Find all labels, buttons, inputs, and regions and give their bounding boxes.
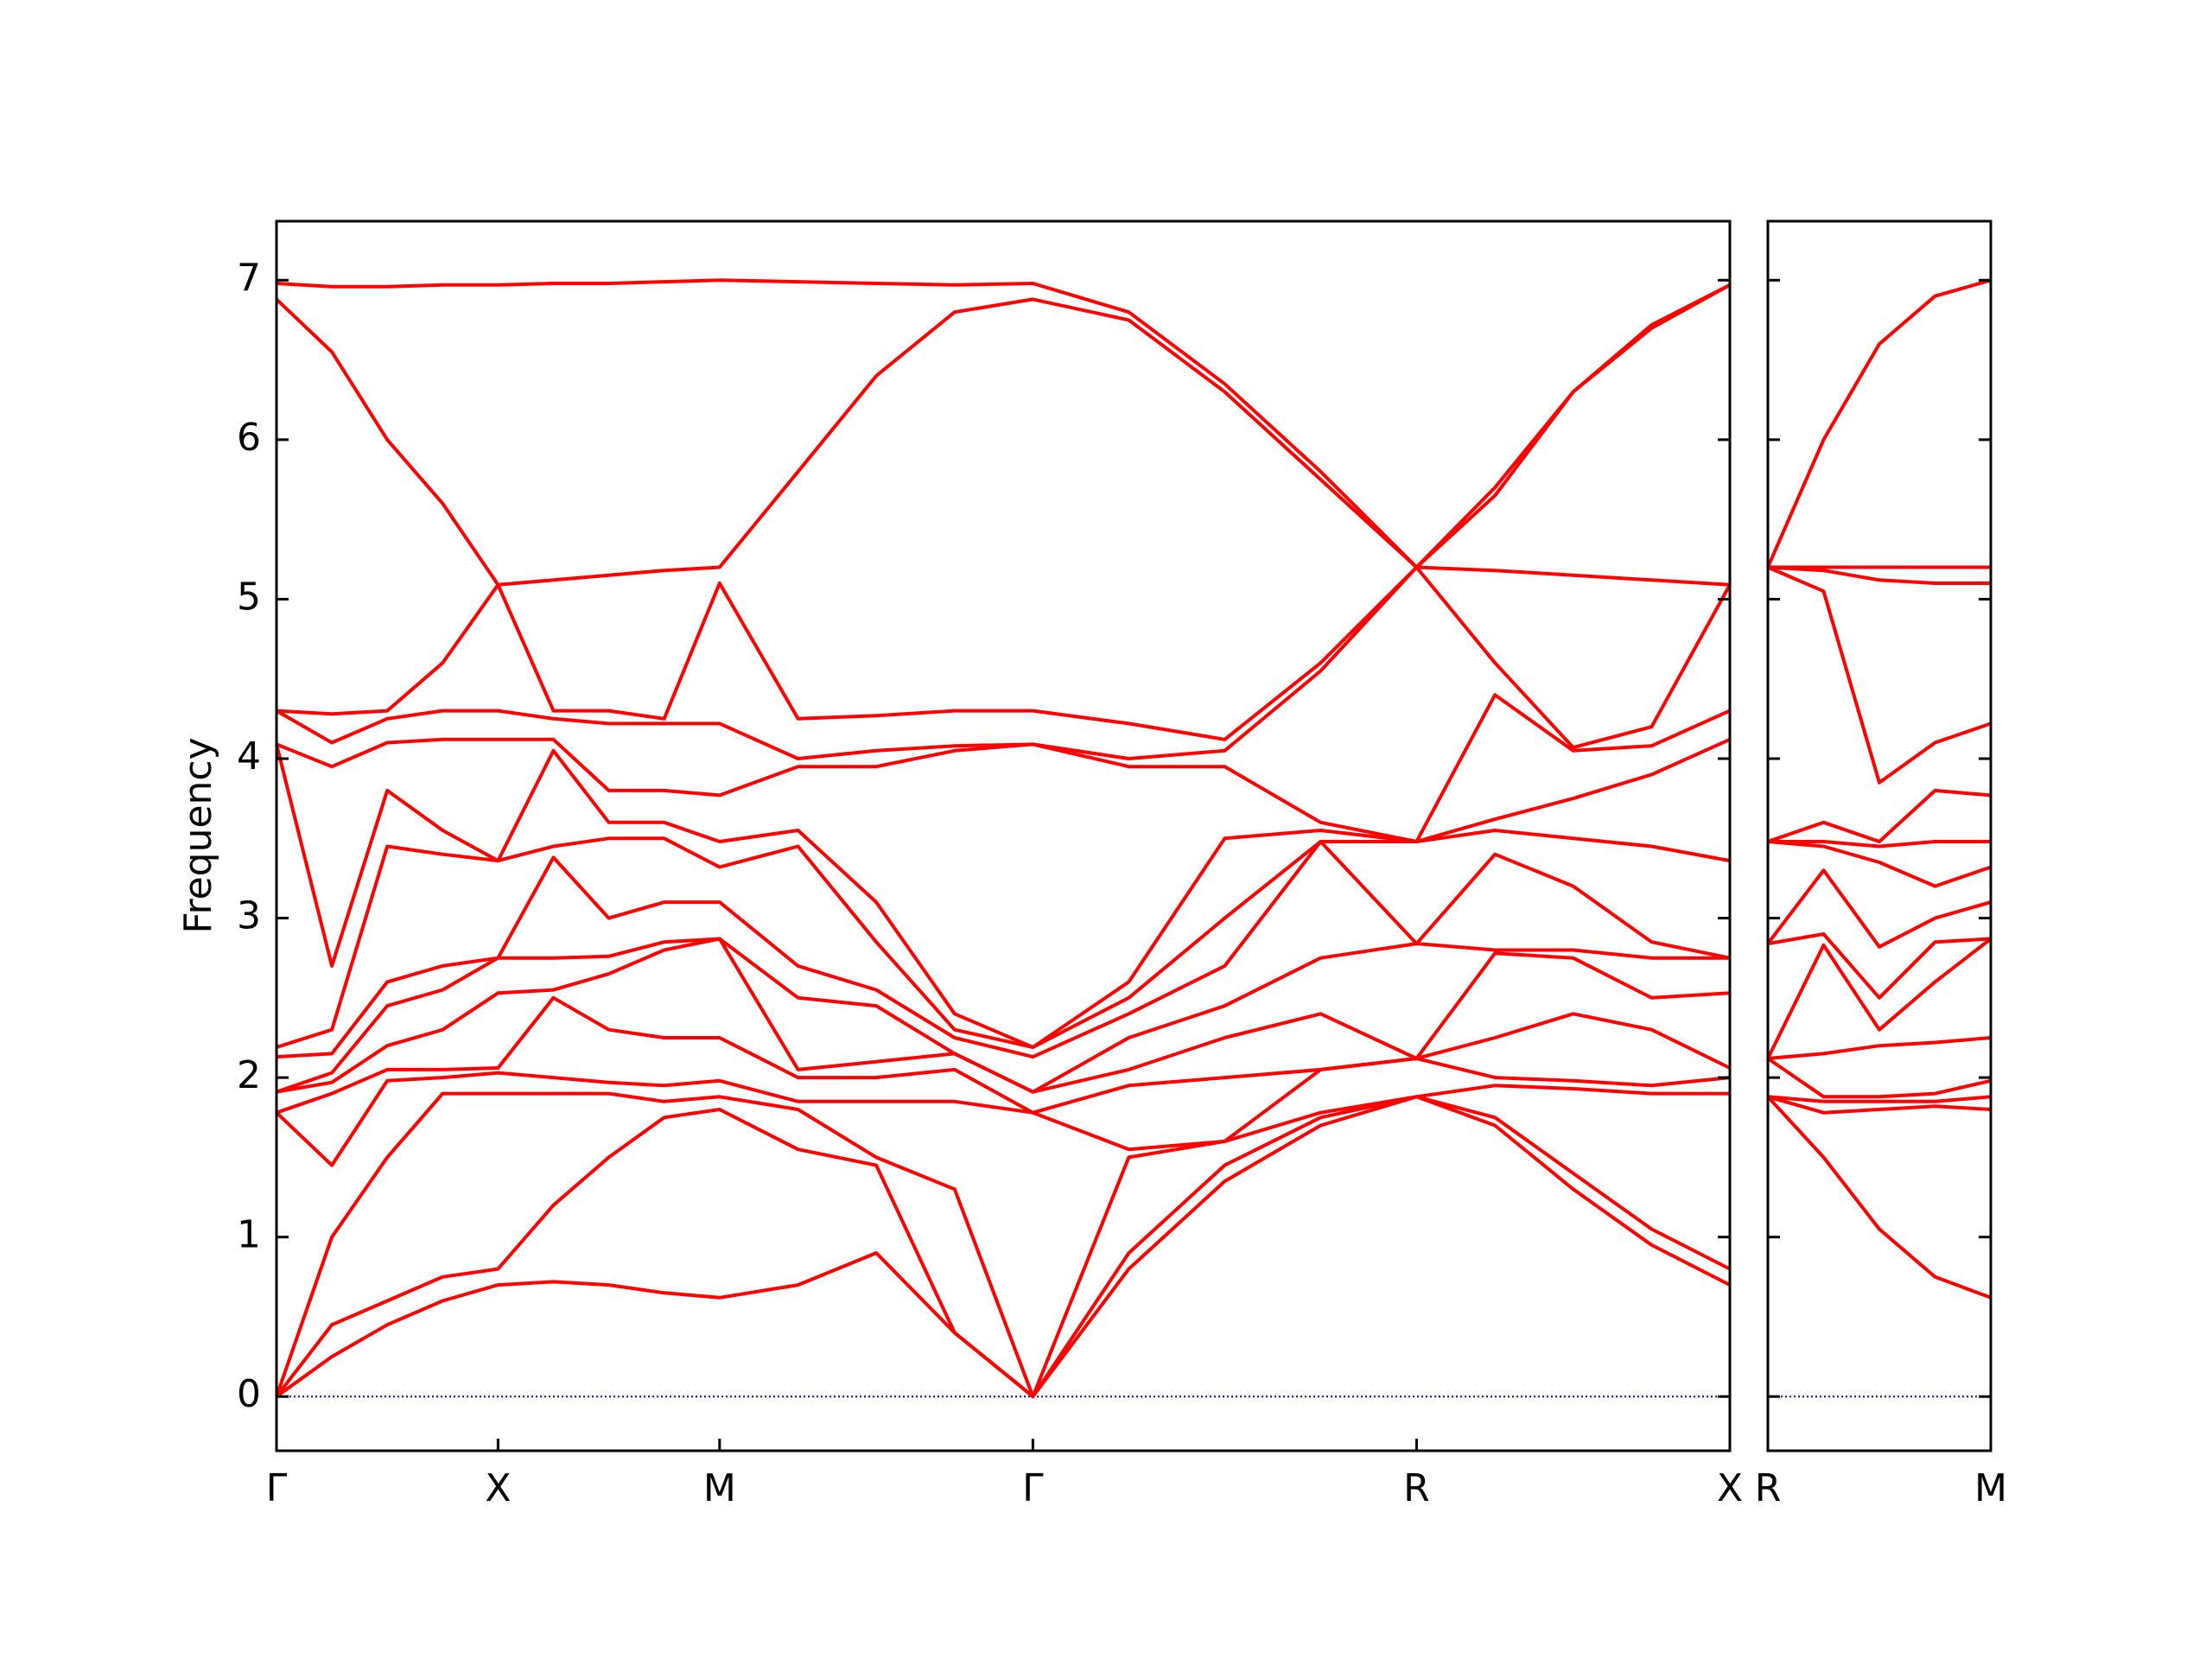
x-tick-label: Γ bbox=[266, 1466, 288, 1510]
x-tick-label: X bbox=[1717, 1466, 1743, 1510]
band-line bbox=[276, 937, 1730, 1094]
band-line bbox=[1766, 1095, 1992, 1300]
band-line bbox=[1766, 278, 1992, 569]
band-line bbox=[276, 693, 1731, 843]
y-axis-label: Frequency bbox=[176, 737, 220, 933]
band-line bbox=[275, 1057, 1731, 1167]
band-line bbox=[276, 840, 1731, 1059]
band-line bbox=[275, 1095, 1731, 1399]
x-tick-label: X bbox=[485, 1466, 511, 1510]
y-tick-label: 4 bbox=[237, 734, 261, 779]
band-line bbox=[1767, 565, 1992, 785]
band-line bbox=[1767, 932, 1992, 1000]
band-line bbox=[276, 937, 1731, 1094]
band-line bbox=[276, 995, 1731, 1115]
band-line bbox=[1768, 840, 1991, 849]
band-line bbox=[276, 565, 1731, 741]
band-line bbox=[1767, 788, 1992, 843]
band-line bbox=[1766, 868, 1992, 949]
x-tick-label: R bbox=[1403, 1466, 1430, 1510]
band-line bbox=[1766, 937, 1993, 1059]
band-line bbox=[276, 565, 1732, 760]
y-tick-label: 2 bbox=[237, 1053, 261, 1097]
x-tick-label: M bbox=[1974, 1466, 2007, 1510]
band-line bbox=[1767, 1036, 1992, 1060]
y-tick-label: 5 bbox=[237, 575, 261, 619]
band-line bbox=[276, 278, 1731, 569]
band-line bbox=[275, 737, 1731, 1049]
band-line bbox=[1767, 1095, 1992, 1115]
x-tick-label: Γ bbox=[1022, 1466, 1044, 1510]
band-line bbox=[275, 283, 1731, 587]
band-line bbox=[1767, 565, 1991, 585]
y-tick-label: 1 bbox=[237, 1213, 261, 1257]
band-line bbox=[1767, 840, 1992, 888]
band-line bbox=[275, 1095, 1731, 1399]
y-tick-label: 6 bbox=[237, 416, 261, 460]
plot-frame bbox=[1766, 219, 1993, 1452]
y-tick-label: 0 bbox=[237, 1372, 261, 1416]
x-tick-label: M bbox=[703, 1466, 736, 1510]
y-tick-label: 3 bbox=[237, 894, 261, 938]
plot-frame bbox=[275, 219, 1732, 1452]
y-tick-label: 7 bbox=[237, 256, 261, 300]
x-tick-label: R bbox=[1755, 1466, 1782, 1510]
band-line bbox=[276, 829, 1731, 1049]
band-line bbox=[1767, 1095, 1992, 1103]
band-line bbox=[275, 1084, 1730, 1399]
band-line bbox=[1766, 1057, 1992, 1099]
